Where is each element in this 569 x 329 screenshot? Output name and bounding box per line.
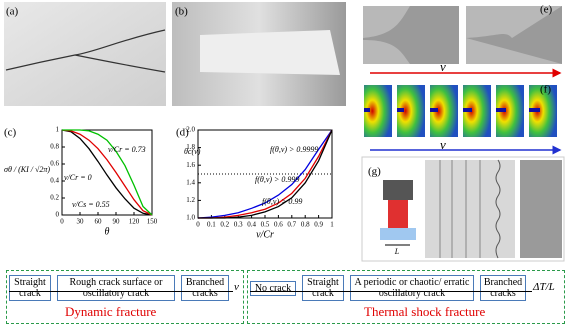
image-g1 (425, 160, 515, 258)
water (380, 228, 416, 240)
x-tick-label: 150 (147, 218, 158, 226)
y-tick-label: 0.6 (50, 160, 59, 168)
image-g2 (520, 160, 562, 258)
y-tick-label: 1.4 (186, 178, 195, 186)
group-title: Dynamic fracture (65, 304, 157, 319)
x-tick-label: 30 (77, 218, 85, 226)
x-tick-label: 0.4 (247, 221, 256, 229)
x-tick-label: 0.7 (287, 221, 296, 229)
x-tick-label: 0.3 (234, 221, 243, 229)
panel-label: (d) (176, 127, 189, 139)
y-axis-label: σθ / (KI / √2π) (4, 165, 50, 174)
crack (5, 29, 166, 73)
flow-box: Straight crack (9, 275, 51, 301)
axis-arrow (9, 291, 233, 292)
panel-label: (g) (368, 166, 381, 178)
x-tick-label: 60 (95, 218, 103, 226)
crack-tip (397, 108, 404, 112)
flow-box: Straight crack (302, 275, 344, 301)
x-tick-label: 1 (330, 221, 334, 229)
y-tick-label: 0.2 (50, 194, 59, 202)
flow-box: Branched cracks (480, 275, 526, 301)
series-label: f(θ,v) > 0.99 (262, 197, 302, 206)
crack-tip (430, 108, 438, 112)
figure-panels: v v L (a)(b)(c)(d)(e)(f)(g)(h)0306090120… (4, 2, 565, 268)
image-e2-crack (466, 6, 562, 64)
x-tick-label: 0.5 (261, 221, 270, 229)
arrow-label: v (440, 137, 446, 152)
crack-tip (364, 108, 370, 112)
specimen (388, 200, 408, 228)
y-axis-label: θc(v) (184, 147, 201, 156)
panel-label: (e) (540, 4, 553, 16)
y-tick-label: 1 (56, 126, 60, 134)
plot-frame (61, 129, 153, 216)
panel-g-frame (361, 156, 565, 262)
panel-label: (c) (4, 127, 17, 139)
series-line (61, 129, 153, 216)
series-label: f(θ,v) > 0.9999 (270, 145, 318, 154)
panel-label: (b) (175, 6, 188, 18)
image-b-region (200, 30, 340, 75)
y-tick-label: 1.6 (186, 161, 195, 169)
thermal-group: No crack Straight crack A periodic or ch… (247, 270, 565, 324)
series-line (197, 129, 333, 219)
flow-box: Rough crack surface or oscillatory crack (57, 275, 175, 301)
x-axis-label: v/Cr (256, 229, 274, 240)
group-title: Thermal shock fracture (364, 304, 486, 319)
y-tick-label: 0.4 (50, 177, 59, 185)
y-tick-label: 2.0 (186, 126, 195, 134)
y-tick-label: 1.2 (186, 196, 195, 204)
x-tick-label: 0 (60, 218, 64, 226)
y-tick-label: 0.8 (50, 143, 59, 151)
y-tick-label: 1.0 (186, 214, 195, 222)
x-tick-label: 90 (113, 218, 121, 226)
series-line (61, 129, 153, 216)
y-tick-label: 0 (56, 211, 60, 219)
cracks (439, 160, 481, 258)
axis-label: ΔT/L (533, 281, 555, 293)
crack-tip (496, 108, 506, 112)
x-tick-label: 0 (196, 221, 200, 229)
series-label: v/Cr = 0 (64, 173, 92, 182)
series-label: f(θ,v) > 0.999 (255, 175, 299, 184)
x-tick-label: 0.2 (220, 221, 229, 229)
flow-box: Branched cracks (181, 275, 229, 301)
panel-label: (f) (540, 84, 551, 96)
axis-arrow (250, 291, 532, 292)
panel-label: (a) (6, 6, 19, 18)
x-tick-label: 0.9 (314, 221, 323, 229)
x-axis-label: θ (105, 226, 110, 237)
image-e1-crack (363, 6, 459, 64)
x-tick-label: 120 (129, 218, 140, 226)
series-line (198, 129, 333, 219)
dynamic-group: Straight crack Rough crack surface or os… (6, 270, 244, 324)
series-label: v/Cs = 0.55 (72, 200, 110, 209)
series-label: v/Cr = 0.73 (108, 145, 146, 154)
x-tick-label: 0.8 (301, 221, 310, 229)
x-tick-label: 0.6 (274, 221, 283, 229)
image-a (4, 2, 166, 106)
axis-label: v (234, 281, 239, 293)
arrow-label: v (440, 59, 446, 74)
flow-box: No crack (250, 281, 296, 296)
x-tick-label: 0.1 (207, 221, 216, 229)
crack-tip (529, 108, 540, 112)
oscillatory-crack (495, 159, 501, 259)
series-line (62, 129, 153, 216)
flow-box: A periodic or chaotic/ erratic oscillato… (350, 275, 474, 301)
y-tick-label: 1.8 (186, 143, 195, 151)
dim-label: L (394, 247, 400, 256)
crack-tip (463, 108, 472, 112)
clamp (383, 180, 413, 200)
